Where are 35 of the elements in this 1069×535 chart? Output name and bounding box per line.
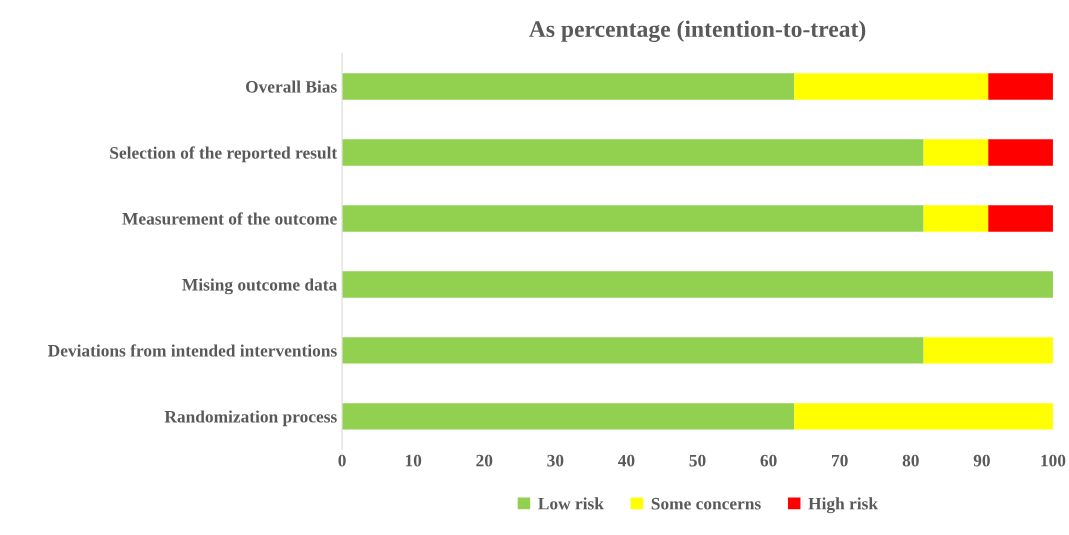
y-tick-label: Measurement of the outcome	[122, 212, 337, 225]
x-tick-label: 40	[617, 454, 635, 467]
bar	[923, 205, 989, 232]
y-tick-label: Mising outcome data	[182, 278, 337, 295]
chart-title: As percentage (intention-to-treat)	[529, 20, 866, 43]
bar	[988, 205, 1053, 232]
bar	[794, 73, 989, 100]
x-tick-label: 80	[902, 454, 919, 467]
bar	[342, 139, 924, 166]
x-tick-label: 90	[973, 454, 990, 467]
legend-label: Low risk	[538, 497, 604, 510]
y-tick-label: Overall Bias	[245, 80, 337, 93]
y-tick-label: Deviations from intended interventions	[48, 344, 337, 357]
bar	[342, 337, 924, 364]
bar	[988, 139, 1053, 166]
bar	[342, 403, 795, 430]
x-tick-label: 50	[689, 454, 706, 467]
legend-label: Some concerns	[651, 497, 761, 510]
x-tick-label: 20	[476, 454, 493, 467]
x-tick-label: 0	[338, 454, 346, 467]
bar	[923, 139, 989, 166]
x-tick-label: 100	[1041, 454, 1066, 467]
x-tick-label: 70	[832, 454, 848, 467]
x-tick-label: 30	[547, 454, 564, 467]
bar	[342, 205, 924, 232]
x-tick-label: 60	[760, 454, 777, 467]
bar	[794, 403, 1053, 430]
bar	[342, 271, 1053, 298]
y-tick-label: Randomization process	[164, 410, 337, 427]
bar	[342, 73, 795, 100]
x-tick-label: 10	[405, 454, 422, 467]
bar	[923, 337, 1053, 364]
bar	[988, 73, 1053, 100]
y-tick-label: Selection of the reported result	[110, 146, 338, 163]
legend-label: High risk	[808, 497, 879, 514]
